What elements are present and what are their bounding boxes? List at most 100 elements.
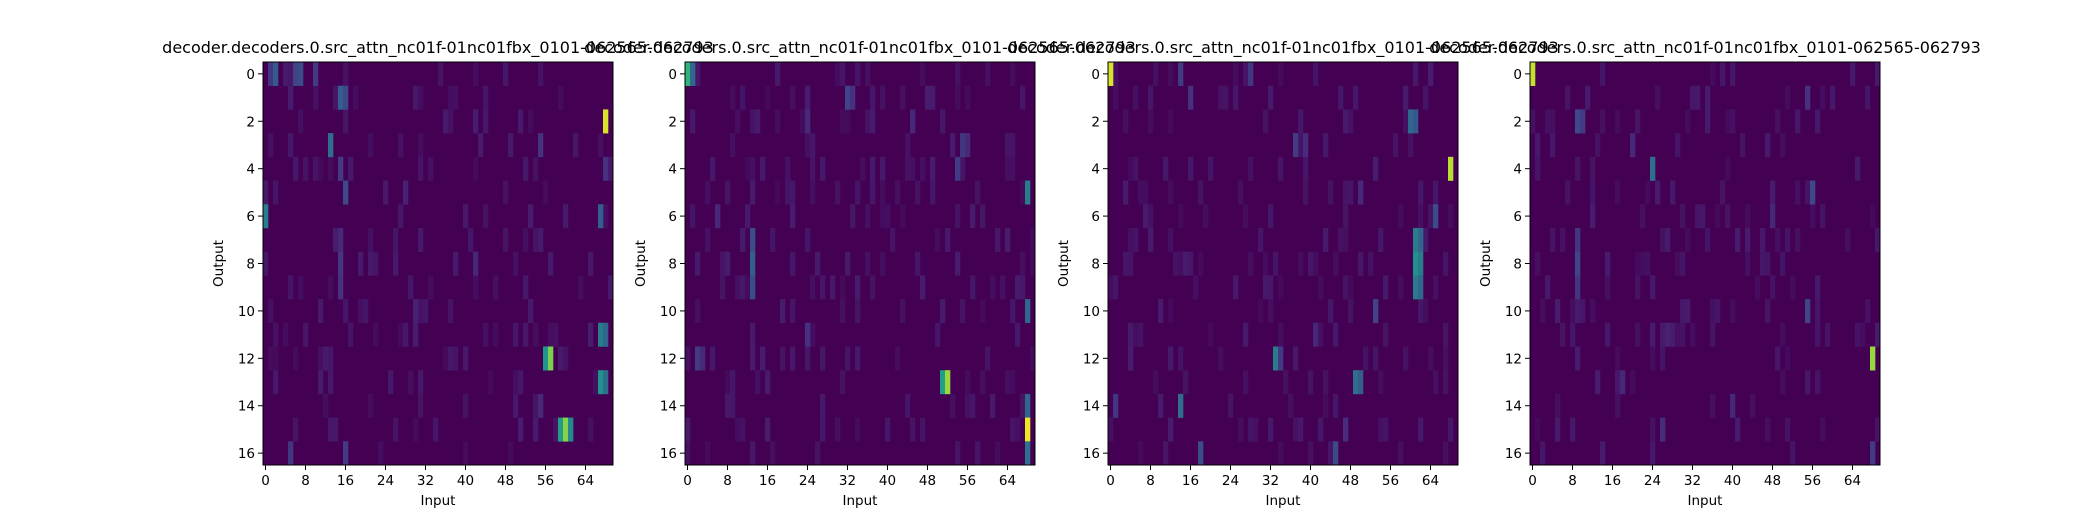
heatmap-cell [1570, 417, 1576, 442]
heatmap-cell [1268, 299, 1274, 324]
heatmap-cell [1815, 299, 1821, 324]
heatmap-cell [900, 85, 906, 110]
heatmap-cell [690, 204, 696, 229]
heatmap-cell [1670, 322, 1676, 347]
heatmap-cell [920, 417, 926, 442]
heatmap-cell [1790, 441, 1796, 466]
heatmap-cell [940, 299, 946, 324]
heatmap-cell [1313, 322, 1319, 347]
heatmap-cell [1875, 322, 1881, 347]
heatmap-cell [1025, 417, 1031, 442]
heatmap-cell [905, 133, 911, 158]
heatmap-cell [990, 393, 996, 418]
heatmap-cell [1780, 251, 1786, 276]
heatmap-cell [1875, 417, 1881, 442]
heatmap-cell [835, 62, 841, 87]
heatmap-cell [880, 180, 886, 205]
heatmap-cell [1268, 417, 1274, 442]
heatmap-cell [433, 417, 439, 442]
heatmap-cell [1413, 62, 1419, 87]
heatmap-cell [493, 322, 499, 347]
heatmap-cell [1615, 109, 1621, 134]
heatmap-cell [725, 370, 731, 395]
heatmap-cell [293, 156, 299, 181]
heatmap-cell [1138, 322, 1144, 347]
heatmap-cell [1113, 275, 1119, 300]
heatmap-cell [985, 346, 991, 371]
heatmap-cell [1128, 156, 1134, 181]
heatmap-cell [1268, 204, 1274, 229]
heatmap-cell [855, 275, 861, 300]
heatmap-cell [463, 346, 469, 371]
heatmap-cell [598, 370, 604, 395]
heatmap-cell [393, 417, 399, 442]
heatmap-cell [418, 227, 424, 252]
heatmap-cell [1343, 180, 1349, 205]
heatmap-cell [1530, 109, 1536, 134]
heatmap-cell [1198, 180, 1204, 205]
heatmap-cell [1223, 85, 1229, 110]
heatmap-cell [885, 204, 891, 229]
heatmap-cell [920, 156, 926, 181]
heatmap-cell [348, 322, 354, 347]
heatmap-cell [1640, 251, 1646, 276]
heatmap-cell [523, 156, 529, 181]
heatmap-cell [493, 275, 499, 300]
heatmap-cell [373, 251, 379, 276]
heatmap-cell [805, 227, 811, 252]
heatmap-cell [1433, 180, 1439, 205]
heatmap-cell [1555, 393, 1561, 418]
heatmap-cell [318, 156, 324, 181]
heatmap-cell [850, 85, 856, 110]
heatmap-cell [1635, 251, 1641, 276]
heatmap-cell [343, 85, 349, 110]
heatmap-cell [1650, 322, 1656, 347]
heatmap-cell [1278, 346, 1284, 371]
heatmap-cell [1730, 62, 1736, 87]
heatmap-cell [970, 275, 976, 300]
heatmap-cell [463, 441, 469, 466]
heatmap-cell [598, 133, 604, 158]
heatmap-cell [1338, 85, 1344, 110]
heatmap-cell [1695, 204, 1701, 229]
heatmap-cell [1163, 441, 1169, 466]
heatmap-cell [598, 322, 604, 347]
chart-title: decoder.decoders.0.src_attn_nc01f-01nc01… [162, 38, 714, 58]
heatmap-cell [705, 227, 711, 252]
y-axis-label: Output [633, 240, 649, 287]
heatmap-cell [790, 346, 796, 371]
heatmap-cell [790, 251, 796, 276]
heatmap-cell [558, 85, 564, 110]
heatmap-cell [1745, 251, 1751, 276]
heatmap-cell [1015, 322, 1021, 347]
heatmap-cell [1640, 204, 1646, 229]
heatmap-cell [950, 133, 956, 158]
heatmap-cell [473, 251, 479, 276]
heatmap-cell [1123, 180, 1129, 205]
heatmap-cell [1318, 322, 1324, 347]
heatmap-cell [1298, 417, 1304, 442]
heatmap-cell [1575, 227, 1581, 252]
heatmap-cell [745, 275, 751, 300]
heatmap-cell [880, 156, 886, 181]
heatmap-cell [398, 322, 404, 347]
y-tick-label: 10 [238, 304, 255, 320]
heatmap-cell [1393, 133, 1399, 158]
heatmap-cell [358, 299, 364, 324]
heatmap-cell [1133, 156, 1139, 181]
heatmap-cell [273, 322, 279, 347]
heatmap-cell [603, 156, 609, 181]
heatmap-cell [1775, 227, 1781, 252]
heatmap-cell [1243, 204, 1249, 229]
heatmap-cell [1550, 133, 1556, 158]
heatmap-cell [1383, 322, 1389, 347]
heatmap-cell [965, 370, 971, 395]
heatmap-cell [1418, 204, 1424, 229]
heatmap-cell [975, 180, 981, 205]
heatmap-cell [1143, 204, 1149, 229]
heatmap-cell [508, 133, 514, 158]
heatmap-cell [1630, 370, 1636, 395]
heatmap-cell [533, 417, 539, 442]
heatmap-cell [760, 156, 766, 181]
